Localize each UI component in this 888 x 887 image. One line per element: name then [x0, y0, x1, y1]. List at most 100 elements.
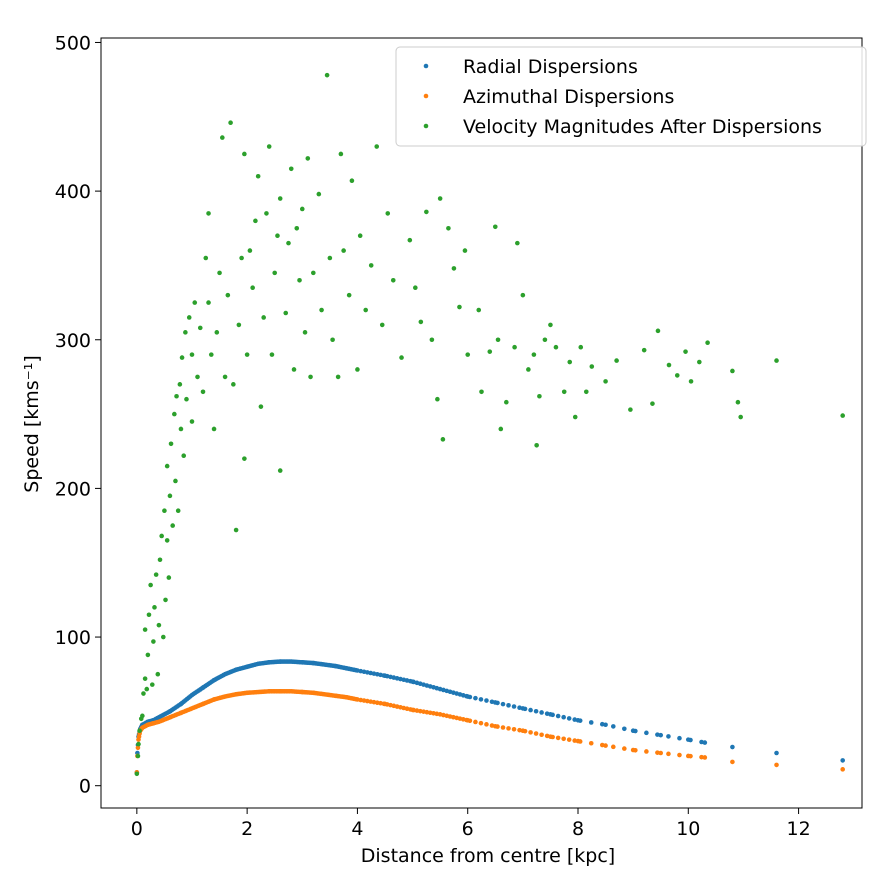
data-point — [244, 664, 250, 670]
data-point — [145, 652, 151, 658]
x-tick-label: 10 — [676, 818, 700, 840]
data-point — [533, 708, 539, 714]
data-point — [644, 749, 649, 754]
data-point — [140, 713, 145, 719]
data-point — [335, 374, 341, 380]
data-point — [217, 270, 222, 276]
data-marks — [134, 72, 845, 777]
data-point — [774, 358, 779, 363]
data-point — [211, 426, 217, 432]
data-point — [244, 352, 250, 357]
legend-label: Velocity Magnitudes After Dispersions — [463, 116, 822, 138]
data-point — [539, 710, 544, 715]
data-point — [197, 325, 203, 331]
data-point — [264, 211, 269, 216]
data-point — [504, 399, 509, 405]
data-point — [163, 597, 168, 603]
data-point — [630, 747, 636, 753]
data-point — [528, 707, 533, 713]
data-point — [542, 337, 548, 343]
data-point — [548, 712, 553, 717]
data-point — [774, 762, 779, 768]
data-point — [142, 676, 148, 681]
data-point — [272, 270, 278, 276]
data-point — [338, 151, 344, 157]
data-point — [407, 237, 413, 243]
data-point — [413, 285, 418, 291]
data-point — [465, 717, 471, 723]
data-point — [155, 671, 161, 677]
data-point — [183, 330, 188, 335]
data-point — [142, 627, 148, 632]
series-2 — [134, 72, 845, 777]
data-point — [258, 404, 264, 409]
data-point — [462, 248, 468, 253]
data-point — [330, 337, 335, 343]
data-point — [299, 206, 305, 212]
data-point — [382, 673, 388, 679]
data-point — [159, 533, 164, 539]
data-point — [164, 463, 170, 469]
data-point — [658, 732, 664, 738]
data-point — [526, 367, 531, 372]
data-point — [178, 710, 184, 716]
data-point — [437, 196, 443, 201]
data-point — [200, 685, 206, 690]
data-point — [520, 706, 526, 711]
data-point — [168, 441, 174, 447]
data-point — [261, 315, 266, 320]
data-point — [487, 349, 493, 354]
data-point — [253, 218, 258, 224]
data-point — [231, 382, 236, 387]
data-point — [520, 728, 526, 734]
data-point — [399, 355, 404, 360]
legend-marker — [423, 93, 429, 99]
data-point — [495, 337, 501, 343]
data-point — [531, 352, 537, 357]
data-point — [311, 690, 316, 696]
data-point — [346, 292, 352, 298]
data-point — [294, 225, 300, 231]
data-point — [192, 300, 198, 305]
x-tick-label: 2 — [241, 818, 253, 840]
data-point — [533, 731, 539, 736]
data-point — [548, 734, 553, 739]
data-point — [658, 750, 664, 756]
data-point — [341, 248, 346, 253]
data-point — [685, 753, 691, 759]
data-point — [589, 364, 595, 369]
data-point — [151, 720, 156, 726]
data-point — [473, 719, 478, 725]
data-point — [203, 255, 209, 261]
data-point — [311, 660, 316, 666]
x-axis-label: Distance from centre [kpc] — [361, 845, 615, 867]
data-point — [299, 660, 305, 665]
data-point — [578, 344, 584, 350]
data-point — [610, 744, 616, 750]
data-point — [174, 393, 179, 399]
data-point — [666, 734, 671, 739]
data-point — [211, 697, 217, 702]
x-tick-label: 8 — [572, 818, 584, 840]
data-point — [534, 442, 539, 448]
x-tick-label: 4 — [351, 818, 363, 840]
x-tick-label: 0 — [131, 818, 143, 840]
legend-marker — [423, 63, 429, 69]
data-point — [410, 679, 415, 684]
legend-box — [395, 46, 867, 147]
data-point — [308, 374, 313, 380]
data-point — [476, 307, 482, 313]
data-point — [622, 726, 627, 732]
data-point — [208, 352, 214, 357]
legend: Radial Dispersions Azimuthal Dispersions V… — [395, 46, 867, 147]
data-point — [172, 411, 177, 417]
data-point — [424, 209, 429, 215]
data-point — [175, 508, 181, 514]
data-point — [266, 689, 272, 694]
data-point — [588, 740, 594, 746]
data-point — [630, 728, 636, 734]
data-point — [242, 151, 247, 157]
data-point — [622, 746, 627, 751]
data-point — [184, 396, 189, 402]
